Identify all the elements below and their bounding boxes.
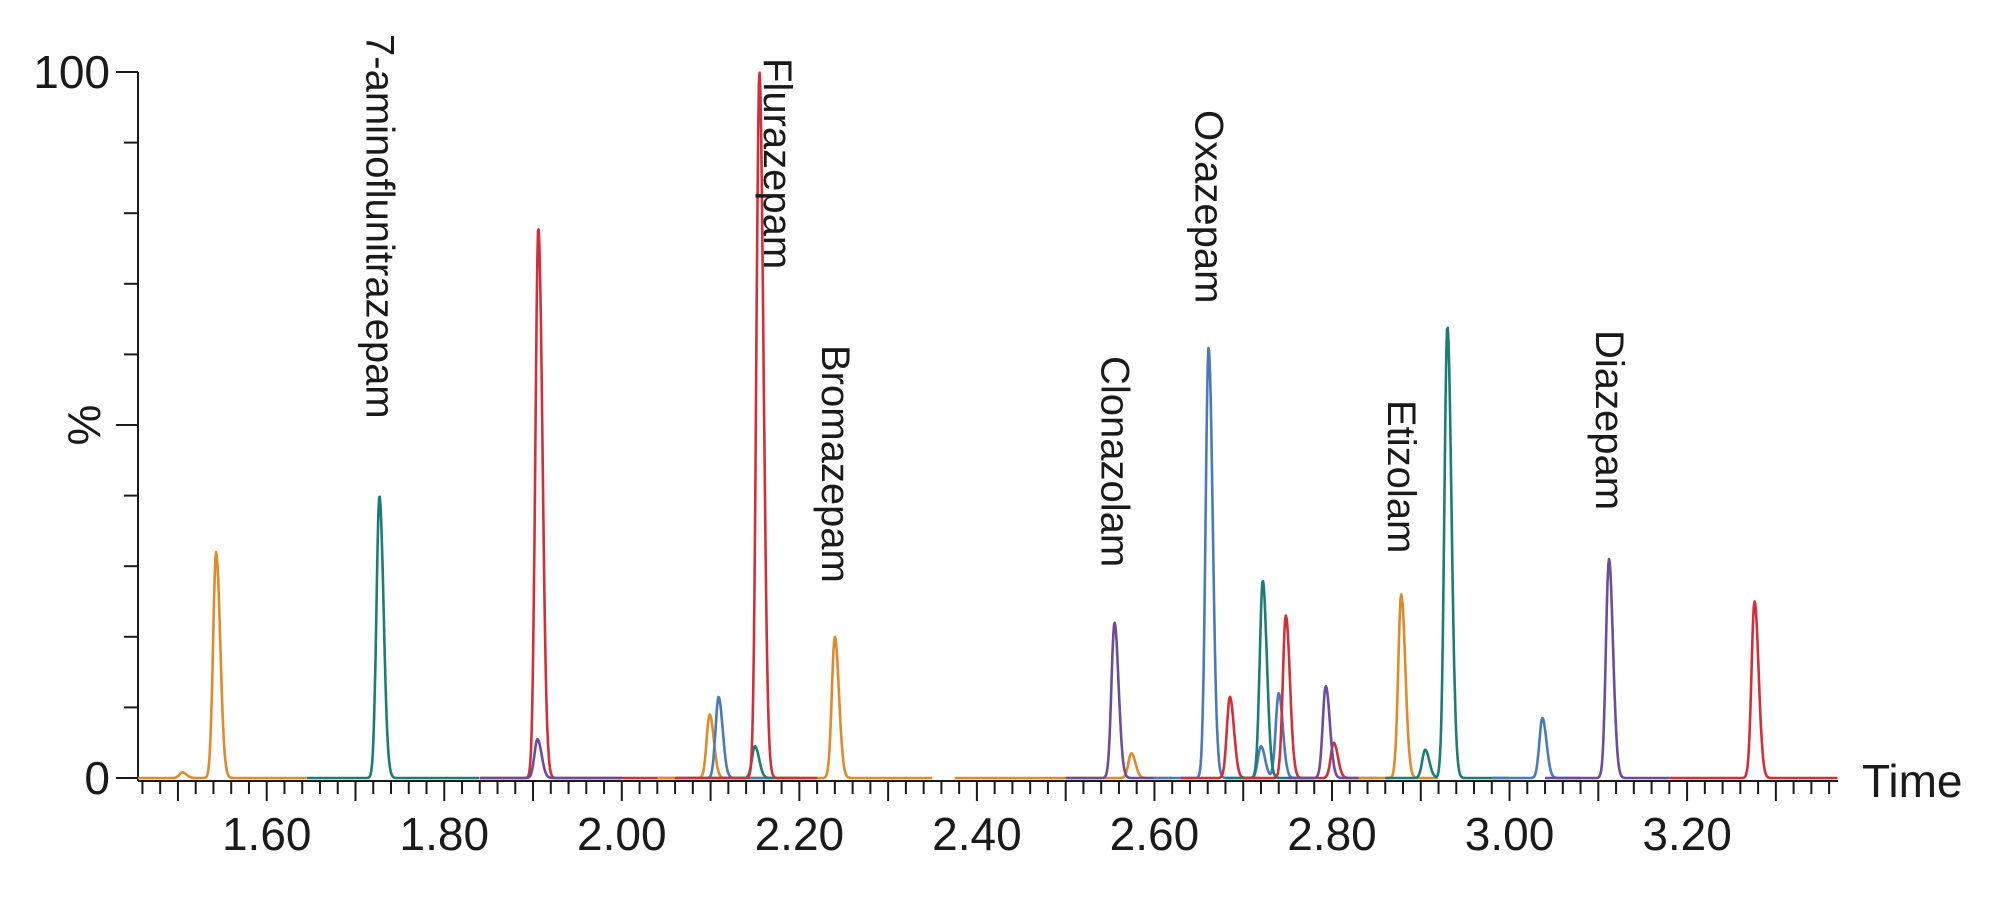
x-ticks: 1.60 1.80 2.00 2.20 2.40 2.60 2.80 3.00 3.20 [141, 781, 1831, 860]
x-tick-label: 2.80 [1287, 808, 1377, 860]
y-axis-title: % [58, 405, 110, 446]
series-trace-teal [1384, 326, 1511, 780]
series-trace-purple [479, 737, 623, 780]
peak-label: Clonazolam [1093, 356, 1137, 567]
series-trace-purple [1544, 557, 1670, 780]
series-trace-blue [1491, 716, 1582, 780]
series-trace-orange [954, 751, 1173, 780]
series-trace-teal [1224, 579, 1298, 780]
series-group [137, 71, 1839, 780]
x-tick-label: 3.20 [1642, 808, 1732, 860]
y-tick-label: 100 [33, 46, 110, 98]
series-trace-blue [674, 695, 774, 780]
peak-label: Bromazepam [813, 345, 857, 583]
x-tick-label: 2.40 [932, 808, 1022, 860]
peak-label: Oxazepam [1187, 110, 1231, 303]
series-trace-red [479, 228, 676, 780]
series-trace-teal [306, 495, 480, 780]
x-axis-title: Time [1862, 755, 1963, 807]
series-trace-orange [1358, 593, 1439, 780]
series-trace-purple [1287, 684, 1377, 780]
y-tick-label: 0 [84, 752, 110, 804]
x-tick-label: 2.60 [1110, 808, 1200, 860]
x-tick-label: 1.80 [400, 808, 490, 860]
axes [137, 72, 1838, 782]
peak-label: 7-aminoflunitrazepam [357, 34, 401, 419]
peak-label: Etizolam [1379, 400, 1423, 553]
series-trace-red [1668, 600, 1839, 780]
series-trace-orange [137, 550, 307, 780]
x-tick-label: 1.60 [222, 808, 312, 860]
peak-label: Flurazepam [755, 58, 799, 269]
x-tick-label: 2.00 [577, 808, 667, 860]
y-ticks: 0 100 [33, 46, 138, 804]
series-trace-purple [1065, 621, 1155, 780]
x-tick-label: 2.20 [755, 808, 845, 860]
peak-label: Diazepam [1587, 330, 1631, 510]
series-trace-red [674, 71, 818, 780]
peak-annotations: 7-aminoflunitrazepam Flurazepam Bromazepam… [357, 34, 1631, 583]
series-trace-orange [656, 635, 933, 780]
x-tick-label: 3.00 [1465, 808, 1555, 860]
